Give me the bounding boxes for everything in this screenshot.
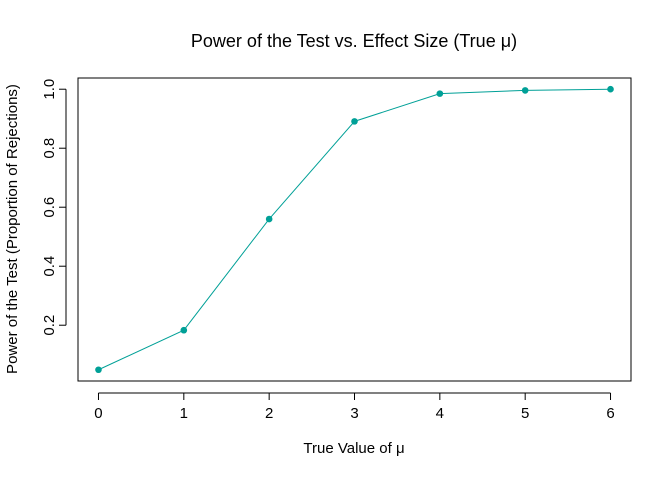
x-tick-label: 3 xyxy=(350,405,358,422)
series-layer xyxy=(95,85,614,374)
x-tick-label: 1 xyxy=(180,405,188,422)
data-point xyxy=(521,87,529,94)
data-point xyxy=(436,90,444,97)
x-tick-label: 2 xyxy=(265,405,273,422)
data-point xyxy=(351,118,358,125)
x-tick-label: 5 xyxy=(521,405,529,422)
y-tick-label: 0.6 xyxy=(41,197,58,218)
x-tick-label: 6 xyxy=(606,405,614,422)
chart-title: Power of the Test vs. Effect Size (True … xyxy=(191,31,517,51)
x-axis-label: True Value of μ xyxy=(303,440,404,457)
y-axis: 0.2 0.4 0.6 0.8 1.0 xyxy=(41,79,67,336)
data-point xyxy=(95,366,102,374)
y-tick-label: 0.8 xyxy=(41,138,58,159)
y-tick-label: 1.0 xyxy=(41,79,58,100)
data-point xyxy=(180,326,188,334)
data-point xyxy=(265,215,273,223)
series-line xyxy=(98,88,611,371)
x-tick-label: 0 xyxy=(94,405,102,422)
plot-frame xyxy=(77,77,632,382)
y-tick-label: 0.2 xyxy=(41,315,58,336)
y-tick-label: 0.4 xyxy=(41,256,58,277)
y-axis-label: Power of the Test (Proportion of Rejecti… xyxy=(4,84,21,374)
data-point xyxy=(607,85,614,93)
x-axis: 0 1 2 3 4 5 6 xyxy=(94,392,615,422)
x-tick-label: 4 xyxy=(436,405,444,422)
